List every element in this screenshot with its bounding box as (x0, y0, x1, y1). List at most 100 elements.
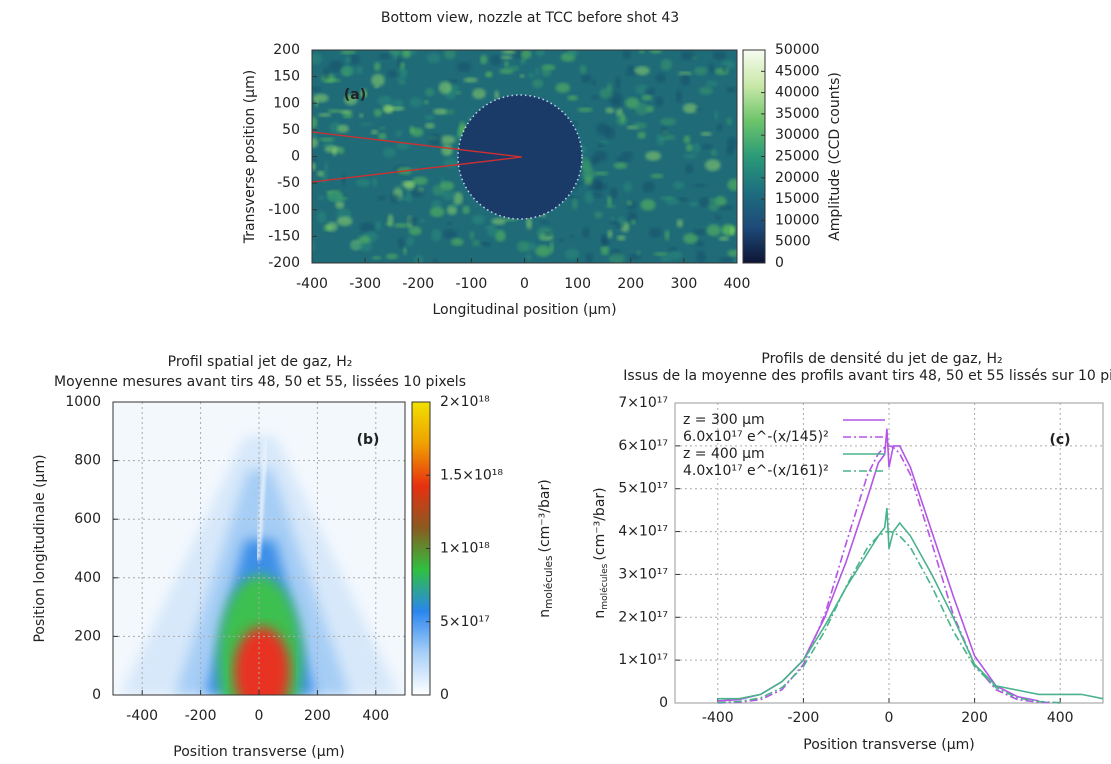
image-speckle (656, 133, 665, 146)
image-speckle (504, 60, 509, 68)
image-speckle (341, 174, 347, 186)
image-speckle (480, 54, 488, 65)
image-speckle (599, 87, 614, 99)
image-speckle (520, 50, 532, 60)
image-speckle (397, 238, 405, 248)
colorbar-tick-label: 15000 (775, 191, 820, 207)
label-symbol: n (592, 610, 608, 619)
y-tick-label: 0 (291, 149, 300, 165)
image-speckle (684, 164, 694, 174)
image-speckle (616, 235, 626, 241)
image-speckle (620, 151, 634, 157)
panel-label: (c) (1049, 432, 1070, 448)
image-speckle (708, 202, 719, 212)
image-speckle (326, 190, 333, 194)
image-speckle (317, 170, 325, 177)
colorbar-tick-label: 1.5×10¹⁸ (440, 467, 503, 483)
image-speckle (709, 63, 715, 74)
image-speckle (696, 250, 706, 263)
image-speckle (672, 181, 685, 190)
image-speckle (377, 195, 387, 201)
image-speckle (683, 233, 698, 244)
image-speckle (726, 86, 736, 93)
image-speckle (325, 78, 341, 83)
colorbar-tick-label: 0 (440, 687, 449, 703)
image-speckle (446, 205, 458, 216)
image-speckle (525, 252, 532, 261)
image-speckle (593, 182, 608, 191)
image-speckle (719, 257, 733, 262)
image-speckle (447, 221, 452, 226)
x-tick-label: 400 (362, 708, 389, 724)
image-speckle (429, 206, 445, 218)
image-speckle (398, 80, 406, 85)
image-speckle (318, 112, 332, 117)
image-speckle (726, 117, 733, 126)
y-tick-label: 0 (659, 695, 668, 711)
image-speckle (649, 227, 662, 238)
image-speckle (609, 187, 618, 200)
image-speckle (569, 234, 575, 239)
image-speckle (406, 190, 413, 203)
image-speckle (634, 102, 649, 116)
colorbar-tick-label: 5000 (775, 234, 811, 250)
image-speckle (424, 87, 435, 97)
image-speckle (695, 240, 704, 247)
colorbar-tick-label: 50000 (775, 42, 820, 58)
image-speckle (722, 65, 727, 73)
image-speckle (675, 90, 682, 103)
image-speckle (622, 50, 631, 59)
image-speckle (319, 137, 335, 142)
legend-label: 6.0x10¹⁷ e^-(x/145)² (683, 429, 829, 445)
image-speckle (444, 50, 456, 60)
image-speckle (385, 253, 399, 260)
image-speckle (409, 97, 423, 108)
image-speckle (317, 210, 327, 224)
image-speckle (471, 214, 485, 225)
y-tick-label: 4×10¹⁷ (618, 524, 668, 540)
image-speckle (312, 86, 321, 92)
image-speckle (412, 176, 428, 186)
image-speckle (450, 237, 464, 246)
colorbar-tick-label: 2×10¹⁸ (440, 394, 490, 410)
image-speckle (345, 55, 352, 65)
image-speckle (685, 143, 694, 152)
legend-label: z = 400 µm (683, 446, 765, 462)
image-speckle (714, 110, 719, 121)
image-speckle (371, 73, 385, 87)
y-tick-label: 50 (282, 122, 300, 138)
image-speckle (359, 222, 375, 233)
image-speckle (485, 71, 493, 78)
image-speckle (456, 61, 472, 72)
image-speckle (490, 54, 502, 66)
image-speckle (649, 50, 663, 54)
image-speckle (692, 184, 708, 188)
colorbar-tick-label: 0 (775, 255, 784, 271)
image-speckle (727, 137, 737, 150)
image-speckle (727, 249, 737, 257)
image-speckle (536, 50, 545, 57)
label-subscript: molécules (543, 556, 555, 609)
image-speckle (680, 74, 691, 86)
image-speckle (582, 227, 590, 239)
image-speckle (626, 65, 635, 73)
y-tick-label: 0 (92, 687, 101, 703)
image-speckle (680, 50, 694, 61)
image-speckle (660, 117, 677, 126)
x-tick-label: -400 (126, 708, 158, 724)
image-speckle (378, 132, 387, 141)
image-speckle (453, 192, 463, 205)
image-speckle (324, 161, 329, 174)
image-speckle (406, 217, 418, 225)
image-speckle (616, 156, 633, 162)
x-tick-label: 400 (724, 276, 751, 292)
y-tick-label: 150 (273, 69, 300, 85)
y-tick-label: 6×10¹⁷ (618, 438, 668, 454)
image-speckle (463, 77, 478, 83)
image-speckle (668, 250, 683, 260)
image-speckle (593, 150, 608, 162)
image-speckle (455, 90, 462, 95)
image-speckle (423, 100, 429, 105)
x-axis-label: Position transverse (µm) (803, 737, 974, 753)
image-speckle (683, 153, 697, 159)
